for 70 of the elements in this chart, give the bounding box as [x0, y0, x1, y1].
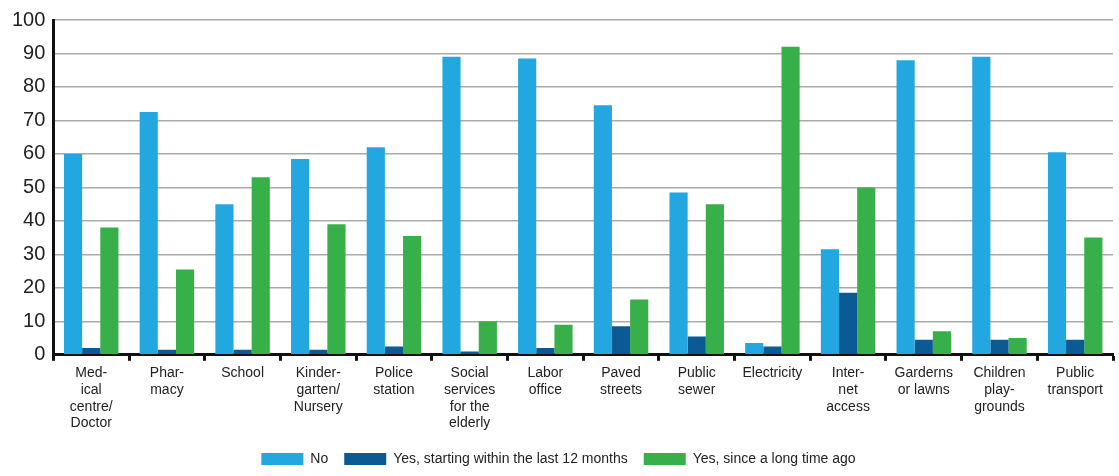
x-tick-label: Electricity — [742, 364, 803, 381]
y-tick-label: 40 — [23, 208, 46, 231]
x-tick-label: Med- ical centre/ Doctor — [69, 364, 113, 431]
bar — [157, 349, 176, 355]
legend-label: Yes, since a long time ago — [692, 449, 856, 466]
bar — [251, 177, 270, 355]
x-tick-label: Public transport — [1047, 364, 1103, 397]
x-tick-label: Paved streets — [600, 364, 643, 397]
bar — [914, 339, 933, 355]
bar — [1084, 237, 1103, 355]
y-tick-label: 20 — [23, 275, 46, 298]
bar — [687, 336, 706, 355]
y-tick-label: 50 — [23, 174, 46, 197]
bar — [781, 46, 800, 355]
bar — [1066, 339, 1085, 355]
x-tick-label: Social services for the elderly — [443, 364, 496, 431]
y-tick-label: 90 — [23, 41, 46, 63]
bar — [63, 153, 83, 355]
x-tick-label: Public sewer — [677, 364, 716, 397]
bar — [972, 56, 991, 355]
y-tick-label: 30 — [23, 241, 46, 264]
bar — [932, 331, 952, 355]
bar — [896, 60, 915, 355]
bar — [478, 321, 497, 355]
bar — [1047, 152, 1067, 355]
legend-label: Yes, starting within the last 12 months — [393, 449, 628, 466]
x-tick-label: Police station — [373, 364, 415, 397]
x-tick-label: Kinder- garten/ Nursery — [293, 364, 343, 414]
bar — [403, 235, 422, 355]
bar — [518, 58, 537, 355]
bar — [442, 56, 461, 355]
legend-label: No — [310, 449, 329, 466]
bar — [611, 326, 631, 355]
y-tick-label: 60 — [23, 141, 46, 164]
y-tick-label: 70 — [23, 107, 46, 130]
bar — [384, 346, 404, 355]
x-tick-label: Inter- net access — [826, 364, 870, 414]
bar — [291, 158, 310, 355]
bar — [309, 349, 328, 355]
bar — [554, 324, 573, 355]
bar — [460, 351, 479, 355]
bar — [1008, 338, 1027, 355]
bar — [705, 204, 724, 355]
bar — [990, 339, 1009, 355]
bar — [215, 204, 234, 355]
bar — [763, 346, 782, 355]
bar — [820, 249, 840, 355]
x-tick-label: Labor office — [527, 364, 564, 397]
bar — [327, 224, 346, 355]
bar — [82, 348, 101, 355]
bar — [857, 187, 876, 355]
bar — [593, 105, 612, 355]
bar — [139, 112, 158, 355]
bar — [233, 349, 252, 355]
x-tick-label: Phar- macy — [149, 364, 185, 397]
bar — [536, 348, 555, 355]
bar — [100, 227, 119, 355]
y-tick-label: 80 — [23, 74, 46, 97]
bar — [669, 192, 688, 355]
bar — [175, 269, 195, 355]
bar — [630, 299, 649, 355]
x-tick-label: School — [221, 364, 264, 381]
y-tick-label: 0 — [34, 342, 46, 365]
bar — [745, 343, 764, 355]
x-tick-label: Children play- grounds — [973, 364, 1026, 414]
bar — [839, 292, 858, 355]
bar — [366, 147, 385, 355]
x-tick-label: Garderns or lawns — [894, 364, 953, 397]
y-tick-label: 100 — [11, 7, 46, 30]
y-tick-label: 10 — [23, 308, 46, 331]
